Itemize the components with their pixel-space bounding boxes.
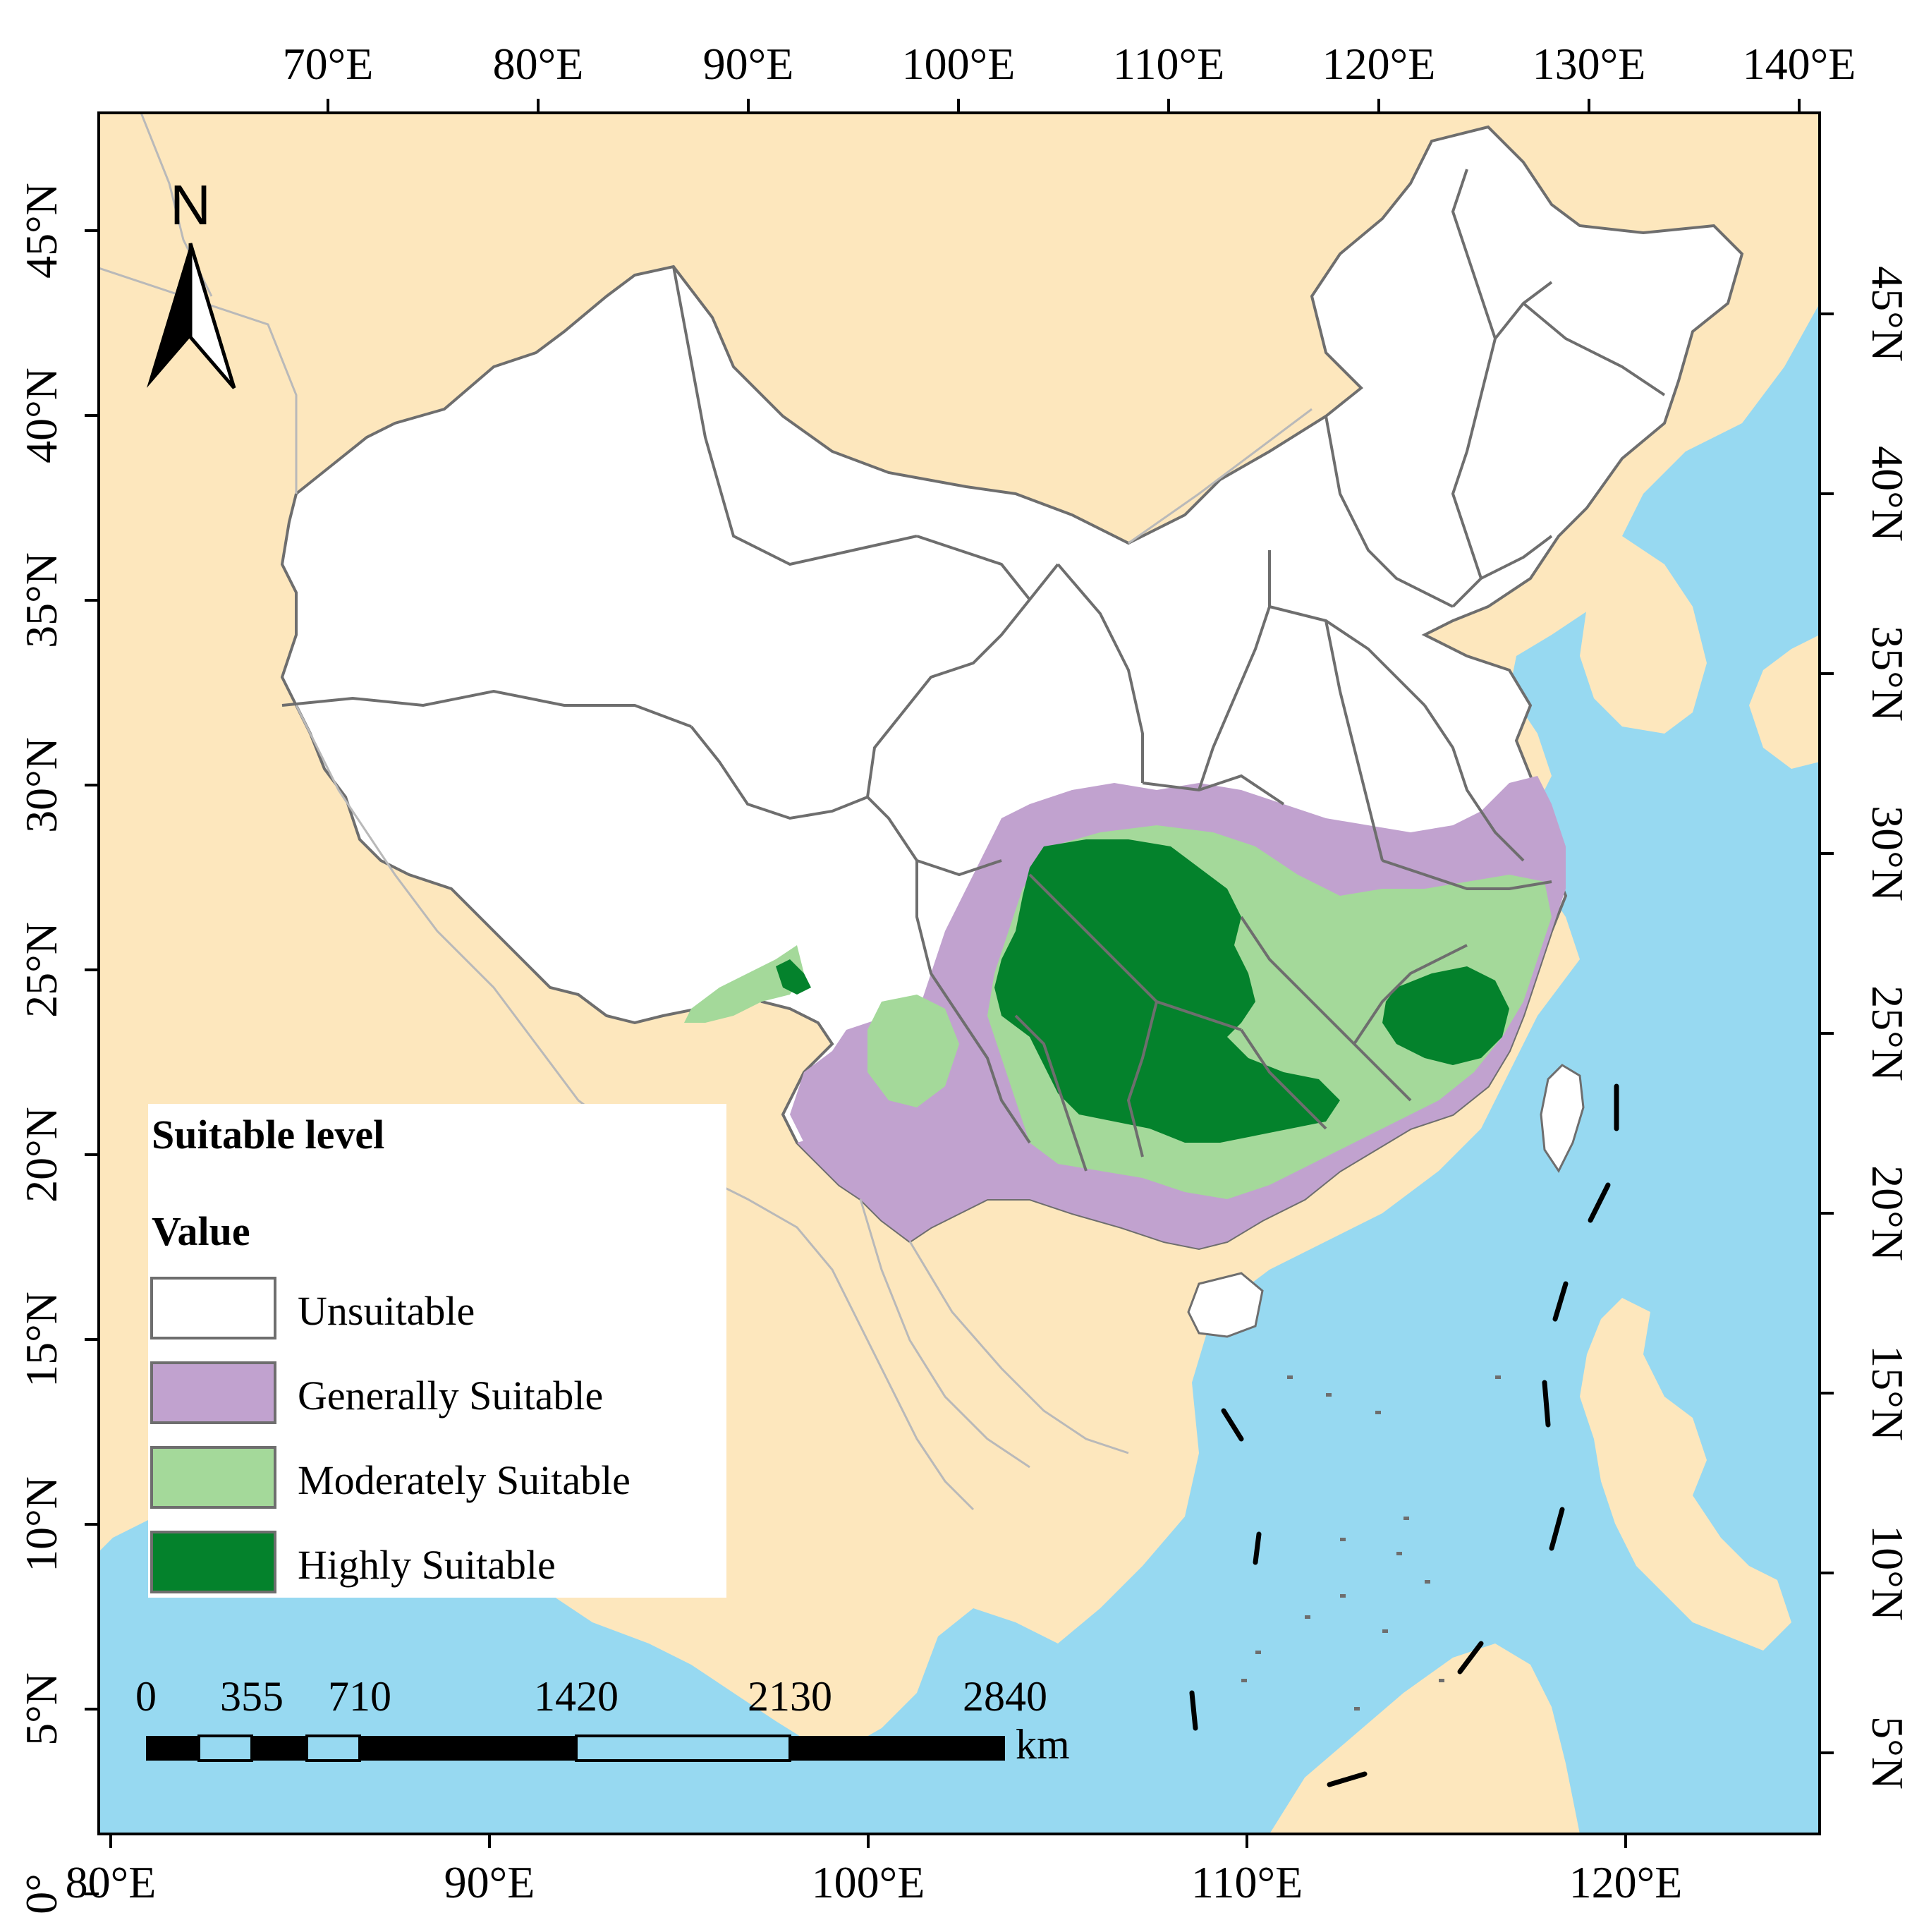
legend-title: Suitable level	[152, 1112, 384, 1158]
left-tick-label: 45°N	[16, 183, 66, 279]
scale-seg-6	[575, 1734, 791, 1762]
scale-bar: 0 355 710 1420 2130 2840 km	[135, 1673, 1070, 1768]
scale-label-2840: 2840	[963, 1673, 1047, 1720]
left-tick-label: 20°N	[16, 1107, 66, 1203]
moderately-suitable-yunnan	[867, 995, 959, 1107]
right-tick-label: 20°N	[1863, 1165, 1912, 1261]
moderately-suitable-west-strip	[684, 945, 804, 1023]
legend-swatch-highly-suitable	[150, 1531, 276, 1593]
left-tick-label: 30°N	[16, 737, 66, 833]
bottom-tick-label: 80°E	[66, 1857, 157, 1907]
left-tick-label: 10°N	[16, 1476, 66, 1572]
scale-label-0: 0	[135, 1673, 157, 1720]
right-tick-label: 15°N	[1863, 1345, 1912, 1441]
legend-subtitle: Value	[152, 1208, 250, 1254]
islets	[1241, 1375, 1501, 1711]
north-label: N	[170, 174, 211, 236]
north-arrow: N	[147, 174, 236, 389]
borneo-land	[1269, 1644, 1580, 1834]
scale-seg-5	[360, 1736, 576, 1761]
right-tick-label: 30°N	[1863, 806, 1912, 901]
scale-label-1420: 1420	[534, 1673, 619, 1720]
legend-label-highly-suitable: Highly Suitable	[298, 1542, 556, 1588]
legend-swatch-unsuitable	[150, 1277, 276, 1339]
scale-seg-4	[305, 1734, 361, 1762]
province-borders	[281, 169, 1666, 1172]
top-tick-label: 120°E	[1322, 39, 1436, 89]
scale-seg-2	[197, 1734, 253, 1762]
left-tick-label: 35°N	[16, 552, 66, 648]
scale-label-355: 355	[220, 1673, 284, 1720]
top-axis: 70°E 80°E 90°E 100°E 110°E 120°E 130°E 140°E	[283, 39, 1856, 113]
nine-dash-line	[1189, 1083, 1619, 1787]
top-tick-label: 110°E	[1113, 39, 1224, 89]
right-tick-label: 25°N	[1863, 985, 1912, 1081]
top-tick-label: 70°E	[283, 39, 374, 89]
top-tick-label: 130°E	[1533, 39, 1646, 89]
legend-label-moderately-suitable: Moderately Suitable	[298, 1457, 631, 1503]
left-tick-label: 5°N	[16, 1672, 66, 1746]
top-tick-label: 90°E	[703, 39, 794, 89]
bottom-tick-label: 110°E	[1191, 1857, 1303, 1907]
top-tick-label: 100°E	[902, 39, 1016, 89]
bottom-axis: 80°E 90°E 100°E 110°E 120°E	[66, 1834, 1683, 1907]
north-arrow-left-half	[147, 243, 190, 388]
scale-seg-1	[146, 1736, 199, 1761]
legend-label-unsuitable: Unsuitable	[298, 1288, 475, 1334]
japan-land	[1749, 635, 1820, 769]
north-arrow-right-half	[188, 243, 236, 389]
highly-suitable-southeast	[1382, 966, 1509, 1065]
highly-suitable-core	[994, 839, 1340, 1143]
bottom-tick-label: 100°E	[812, 1857, 925, 1907]
legend-label-generally-suitable: Generally Suitable	[298, 1373, 603, 1418]
top-tick-label: 140°E	[1743, 39, 1856, 89]
map-body	[99, 113, 1820, 1834]
left-tick-label: 25°N	[16, 922, 66, 1018]
legend: Suitable level Value Unsuitable Generall…	[148, 1104, 726, 1598]
legend-swatch-generally-suitable	[150, 1361, 276, 1424]
hainan-land	[1187, 1272, 1264, 1338]
left-axis: 45°N 40°N 35°N 30°N 25°N 20°N 15°N 10°N 5°N 0°	[16, 183, 99, 1914]
sea-area	[99, 303, 1820, 1834]
bottom-tick-label: 120°E	[1569, 1857, 1683, 1907]
scale-seg-3	[252, 1736, 307, 1761]
legend-swatch-moderately-suitable	[150, 1446, 276, 1509]
right-tick-label: 45°N	[1863, 266, 1912, 362]
philippines-land	[1580, 1298, 1791, 1651]
legend-background	[148, 1104, 726, 1598]
right-axis: 45°N 40°N 35°N 30°N 25°N 20°N 15°N 10°N 5°N	[1820, 266, 1912, 1790]
left-tick-label: 0°	[16, 1873, 66, 1914]
korea-land	[1573, 536, 1707, 734]
scale-seg-7	[790, 1736, 1005, 1761]
scale-label-710: 710	[328, 1673, 391, 1720]
left-tick-label: 40°N	[16, 367, 66, 463]
right-tick-label: 10°N	[1863, 1525, 1912, 1621]
top-tick-label: 80°E	[493, 39, 584, 89]
highly-suitable-west-patch	[776, 959, 811, 995]
bottom-tick-label: 90°E	[444, 1857, 535, 1907]
scale-unit: km	[1016, 1721, 1070, 1768]
right-tick-label: 5°N	[1863, 1716, 1912, 1790]
right-tick-label: 35°N	[1863, 626, 1912, 722]
country-borders	[99, 113, 1313, 1511]
scale-label-2130: 2130	[748, 1673, 832, 1720]
left-tick-label: 15°N	[16, 1292, 66, 1387]
right-tick-label: 40°N	[1863, 446, 1912, 542]
taiwan-land	[1540, 1064, 1585, 1173]
